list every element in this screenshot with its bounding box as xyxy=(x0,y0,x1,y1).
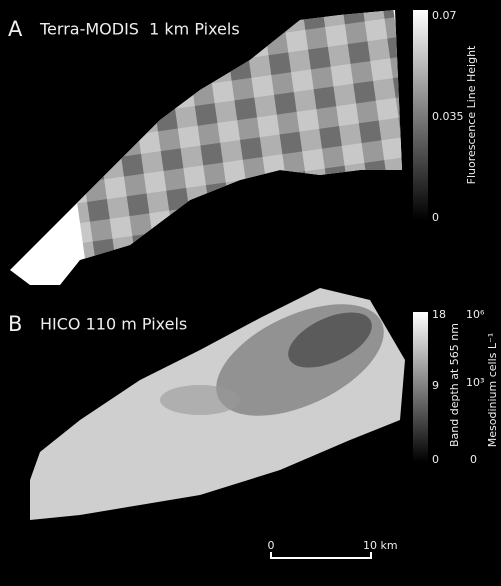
colorbar-tick: 0 xyxy=(432,453,439,466)
colorbar-tick: 9 xyxy=(432,379,439,392)
scale-bar xyxy=(270,552,372,558)
panel-label: B xyxy=(8,312,22,336)
map-a xyxy=(10,0,425,285)
panel-title: Terra-MODIS 1 km Pixels xyxy=(39,20,240,39)
colorbar2-tick: 0 xyxy=(470,453,477,466)
colorbar-tick: 0.07 xyxy=(432,9,457,22)
panel-label: A xyxy=(8,17,23,41)
colorbar xyxy=(413,312,428,462)
panel-title: HICO 110 m Pixels xyxy=(40,315,187,334)
colorbar2-tick: 10³ xyxy=(466,376,484,389)
scale-label: 0 xyxy=(268,539,275,552)
colorbar xyxy=(413,10,428,220)
colorbar2-tick: 10⁶ xyxy=(466,308,485,321)
scale-label: 10 km xyxy=(363,539,398,552)
colorbar-tick: 18 xyxy=(432,308,446,321)
colorbar2-label: Mesodinium cells L⁻¹ xyxy=(486,333,499,447)
colorbar-tick: 0 xyxy=(432,211,439,224)
colorbar-label: Band depth at 565 nm xyxy=(448,323,461,447)
figure: A Terra-MODIS 1 km Pixels 0.07 0.035 0 F… xyxy=(0,0,501,586)
colorbar-label: Fluorescence Line Height xyxy=(465,45,478,184)
colorbar-tick: 0.035 xyxy=(432,110,464,123)
